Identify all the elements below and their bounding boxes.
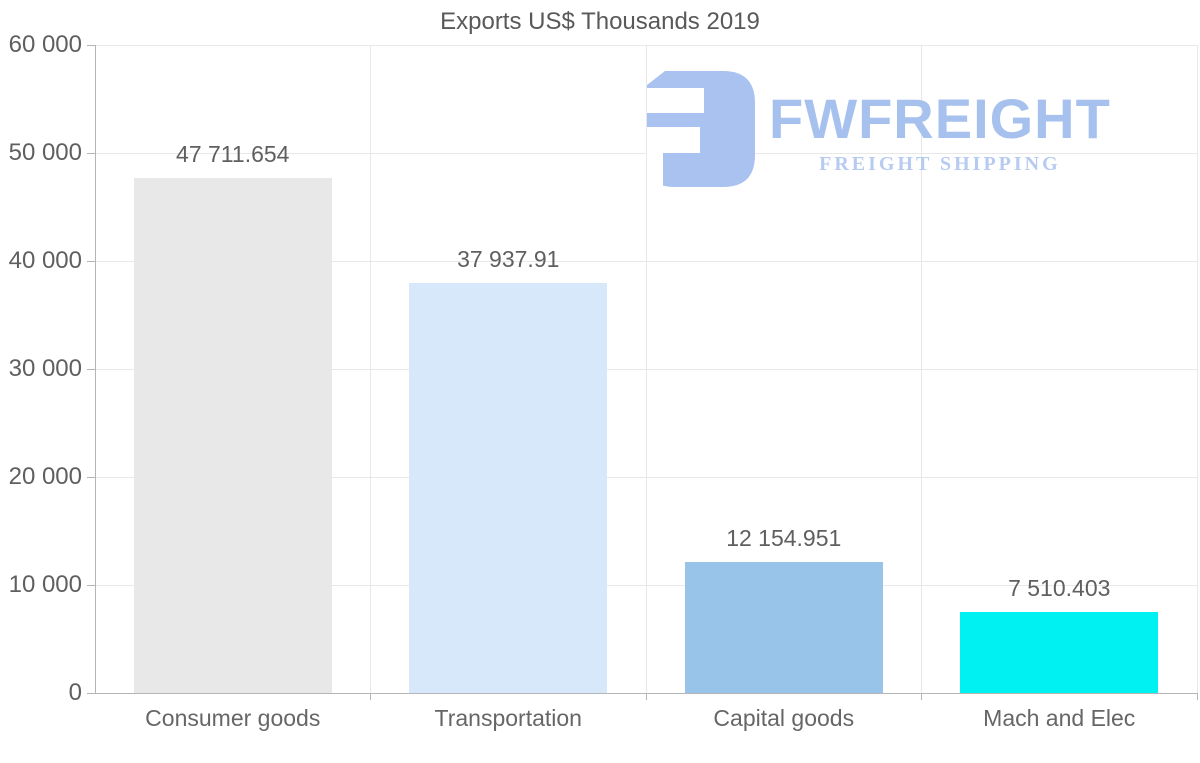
category-label: Capital goods	[713, 705, 855, 731]
logo-tagline-text: FREIGHT SHIPPING	[819, 153, 1061, 175]
x-axis-tick	[370, 693, 371, 700]
bar-mach-and-elec	[960, 611, 1159, 693]
bar-consumer-goods	[133, 177, 332, 693]
gridline-v	[645, 45, 647, 693]
y-tick-label: 0	[68, 679, 82, 706]
gridline-v	[921, 45, 922, 693]
fwfreight-watermark: FWFREIGHT FREIGHT SHIPPING	[647, 71, 1111, 187]
plot-area	[95, 45, 1198, 693]
y-axis-tick	[87, 369, 95, 370]
y-tick-label: 50 000	[8, 139, 82, 166]
y-axis-tick	[87, 261, 95, 262]
bar-capital-goods	[684, 561, 883, 693]
gridline-v	[370, 45, 371, 693]
fwfreight-logo-icon	[647, 71, 755, 187]
bar-value-label: 12 154.951	[726, 524, 842, 551]
category-label: Transportation	[434, 705, 582, 731]
x-axis-tick	[645, 693, 647, 700]
y-tick-label: 20 000	[8, 463, 82, 490]
y-tick-label: 60 000	[8, 31, 82, 58]
bar-value-label: 47 711.654	[176, 140, 290, 167]
bar-transportation	[409, 283, 608, 693]
gridline-v	[1196, 45, 1198, 693]
category-label: Consumer goods	[145, 705, 321, 731]
y-axis-line	[95, 45, 96, 694]
chart-title: Exports US$ Thousands 2019	[440, 8, 760, 35]
logo-brand-text: FWFREIGHT	[769, 87, 1111, 150]
logo-text-block: FWFREIGHT FREIGHT SHIPPING	[769, 71, 1111, 176]
y-tick-label: 40 000	[8, 247, 82, 274]
y-axis-tick	[87, 585, 95, 586]
y-axis-tick	[87, 153, 95, 154]
y-axis-tick	[87, 477, 95, 478]
y-tick-label: 30 000	[8, 355, 82, 382]
bar-value-label: 7 510.403	[1008, 574, 1111, 601]
x-axis-tick	[921, 693, 922, 700]
y-tick-label: 10 000	[8, 571, 82, 598]
y-axis-tick	[87, 693, 95, 694]
category-label: Mach and Elec	[983, 705, 1136, 731]
bar-value-label: 37 937.91	[457, 246, 560, 273]
x-axis-tick	[1196, 693, 1198, 700]
y-axis-tick	[87, 45, 95, 46]
